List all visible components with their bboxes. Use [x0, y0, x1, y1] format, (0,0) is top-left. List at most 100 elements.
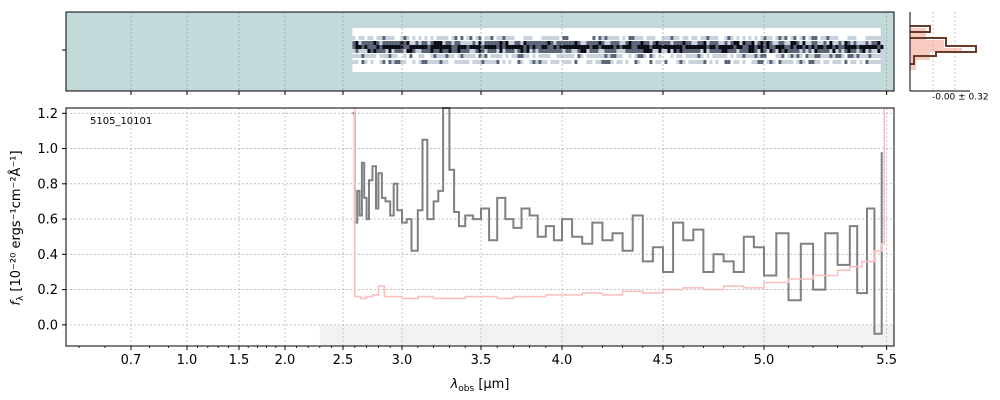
y-axis-label: fλ [10⁻²⁰ ergs⁻¹cm⁻²Å⁻¹] — [8, 150, 26, 305]
trace-pixel — [535, 41, 539, 45]
trace-pixel — [358, 49, 362, 53]
trace-pixel — [418, 54, 422, 58]
trace-pixel — [436, 49, 440, 53]
trace-pixel — [766, 49, 770, 53]
y-tick-label: 1.0 — [37, 142, 58, 157]
trace-pixel — [412, 49, 416, 53]
trace-pixel — [766, 41, 770, 45]
trace-pixel — [475, 36, 479, 40]
trace-pixel — [766, 45, 770, 49]
trace-pixel — [589, 60, 593, 64]
trace-pixel — [601, 41, 605, 45]
trace-pixel — [856, 41, 860, 45]
trace-pixel — [718, 36, 722, 40]
trace-pixel — [676, 36, 680, 40]
trace-pixel — [820, 60, 824, 64]
trace-pixel — [682, 60, 686, 64]
trace-pixel — [634, 54, 638, 58]
trace-pixel — [403, 54, 407, 58]
trace-pixel — [406, 45, 410, 49]
trace-pixel — [487, 36, 491, 40]
trace-pixel — [397, 60, 401, 64]
trace-pixel — [553, 45, 557, 49]
trace-pixel — [727, 45, 731, 49]
trace-pixel — [601, 45, 605, 49]
trace-pixel — [778, 54, 782, 58]
trace-pixel — [610, 41, 614, 45]
trace-pixel — [616, 49, 620, 53]
trace-pixel — [766, 36, 770, 40]
trace-pixel — [664, 54, 668, 58]
trace-pixel — [817, 41, 821, 45]
trace-pixel — [379, 49, 383, 53]
trace-pixel — [793, 41, 797, 45]
trace-pixel — [715, 45, 719, 49]
trace-pixel — [562, 54, 566, 58]
trace-pixel — [475, 41, 479, 45]
trace-pixel — [436, 54, 440, 58]
x-axis-label-sub: obs — [458, 384, 474, 394]
trace-pixel — [364, 60, 368, 64]
trace-pixel — [484, 45, 488, 49]
trace-pixel — [466, 54, 470, 58]
trace-pixel — [838, 60, 842, 64]
trace-pixel — [874, 41, 878, 45]
trace-pixel — [493, 54, 497, 58]
trace-pixel — [805, 60, 809, 64]
trace-pixel — [409, 60, 413, 64]
trace-pixel — [553, 60, 557, 64]
trace-pixel — [754, 41, 758, 45]
trace-pixel — [574, 60, 578, 64]
trace-pixel — [355, 36, 359, 40]
trace-pixel — [877, 41, 881, 45]
trace-pixel — [796, 60, 800, 64]
trace-pixel — [856, 45, 860, 49]
trace-pixel — [664, 60, 668, 64]
trace-pixel — [856, 54, 860, 58]
trace-pixel — [736, 36, 740, 40]
trace-pixel — [532, 41, 536, 45]
trace-pixel — [610, 45, 614, 49]
trace-pixel — [751, 36, 755, 40]
trace-pixel — [688, 54, 692, 58]
trace-pixel — [388, 54, 392, 58]
trace-pixel — [553, 49, 557, 53]
trace-pixel — [385, 45, 389, 49]
trace-pixel — [847, 49, 851, 53]
trace-pixel — [550, 49, 554, 53]
trace-pixel — [874, 49, 878, 53]
trace-pixel — [745, 54, 749, 58]
trace-pixel — [415, 60, 419, 64]
trace-pixel — [370, 36, 374, 40]
trace-pixel — [673, 41, 677, 45]
x-tick-label: 2.0 — [275, 353, 296, 368]
trace-pixel — [790, 36, 794, 40]
trace-pixel — [517, 45, 521, 49]
trace-pixel — [775, 36, 779, 40]
trace-pixel — [697, 45, 701, 49]
trace-pixel — [877, 49, 881, 53]
trace-pixel — [850, 54, 854, 58]
trace-pixel — [412, 36, 416, 40]
trace-pixel — [517, 41, 521, 45]
trace-pixel — [625, 60, 629, 64]
trace-pixel — [457, 60, 461, 64]
trace-pixel — [739, 54, 743, 58]
trace-pixel — [628, 49, 632, 53]
trace-pixel — [835, 36, 839, 40]
trace-pixel — [850, 45, 854, 49]
trace-pixel — [706, 49, 710, 53]
trace-pixel — [520, 54, 524, 58]
trace-pixel — [727, 41, 731, 45]
trace-pixel — [592, 45, 596, 49]
trace-pixel — [649, 54, 653, 58]
trace-pixel — [733, 49, 737, 53]
trace-pixel — [592, 41, 596, 45]
trace-pixel — [748, 49, 752, 53]
trace-pixel — [517, 36, 521, 40]
trace-pixel — [865, 41, 869, 45]
trace-pixel — [421, 36, 425, 40]
trace-pixel — [781, 49, 785, 53]
trace-pixel — [634, 45, 638, 49]
trace-pixel — [703, 54, 707, 58]
